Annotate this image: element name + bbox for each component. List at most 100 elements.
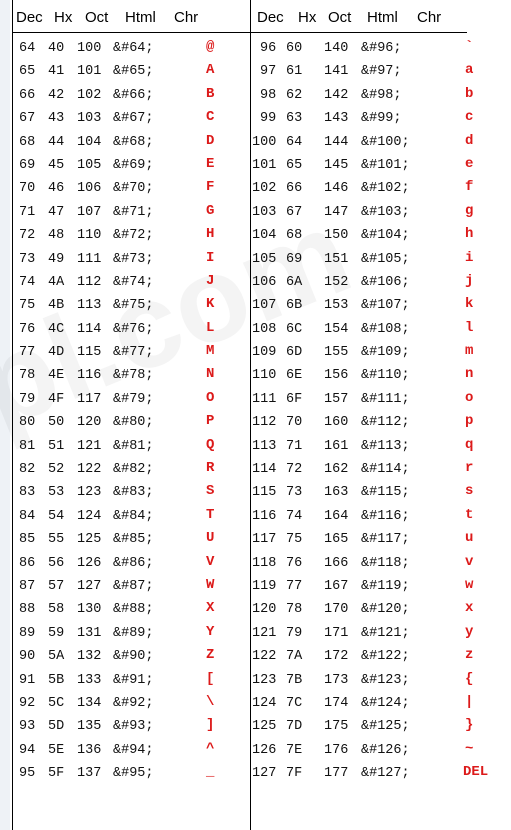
right-oct-cell: 165 bbox=[324, 532, 349, 548]
left-html-cell: &#90; bbox=[113, 649, 154, 665]
left-chr-cell: Q bbox=[206, 436, 215, 453]
right-html-cell: &#100; bbox=[361, 134, 410, 150]
left-dec-cell: 76 bbox=[19, 321, 36, 337]
left-hx-cell: 47 bbox=[48, 204, 65, 220]
left-chr-cell: W bbox=[206, 576, 215, 593]
right-hx-cell: 73 bbox=[286, 485, 303, 501]
right-html-cell: &#122; bbox=[361, 649, 410, 665]
left-oct-cell: 127 bbox=[77, 578, 102, 594]
left-html-cell: &#64; bbox=[113, 41, 154, 56]
right-chr-cell: p bbox=[465, 413, 474, 430]
right-hx-cell: 71 bbox=[286, 438, 303, 454]
right-hx-cell: 72 bbox=[286, 462, 303, 478]
right-hx-cell: 70 bbox=[286, 415, 303, 431]
left-oct-cell: 100 bbox=[77, 41, 102, 56]
left-oct-cell: 102 bbox=[77, 87, 102, 103]
left-oct-cell: 115 bbox=[77, 345, 102, 361]
right-hx-cell: 6B bbox=[286, 298, 303, 314]
right-oct-cell: 174 bbox=[324, 695, 349, 711]
right-hx-cell: 7C bbox=[286, 695, 303, 711]
right-chr-cell: s bbox=[465, 483, 474, 500]
left-oct-cell: 137 bbox=[77, 766, 102, 782]
left-chr-cell: C bbox=[206, 109, 215, 126]
left-dec-cell: 67 bbox=[19, 111, 36, 127]
header-dec-right: Dec bbox=[257, 9, 284, 26]
right-dec-cell: 118 bbox=[252, 555, 277, 571]
left-oct-cell: 106 bbox=[77, 181, 102, 197]
right-dec-cell: 98 bbox=[260, 87, 277, 103]
right-oct-cell: 141 bbox=[324, 64, 349, 80]
left-dec-cell: 87 bbox=[19, 578, 36, 594]
left-chr-cell: V bbox=[206, 553, 215, 570]
right-html-cell: &#98; bbox=[361, 87, 402, 103]
left-html-cell: &#84; bbox=[113, 508, 154, 524]
left-oct-cell: 126 bbox=[77, 555, 102, 571]
right-html-cell: &#102; bbox=[361, 181, 410, 197]
left-chr-cell: X bbox=[206, 600, 215, 617]
left-dec-cell: 84 bbox=[19, 508, 36, 524]
right-oct-cell: 156 bbox=[324, 368, 349, 384]
left-dec-cell: 90 bbox=[19, 649, 36, 665]
right-oct-cell: 152 bbox=[324, 274, 349, 290]
left-dec-cell: 72 bbox=[19, 228, 36, 244]
right-html-cell: &#121; bbox=[361, 625, 410, 641]
left-html-cell: &#66; bbox=[113, 87, 154, 103]
right-html-cell: &#126; bbox=[361, 742, 410, 758]
left-html-cell: &#70; bbox=[113, 181, 154, 197]
left-hx-cell: 41 bbox=[48, 64, 65, 80]
right-dec-cell: 116 bbox=[252, 508, 277, 524]
left-oct-cell: 121 bbox=[77, 438, 102, 454]
right-html-cell: &#120; bbox=[361, 602, 410, 618]
right-oct-cell: 176 bbox=[324, 742, 349, 758]
right-dec-cell: 107 bbox=[252, 298, 277, 314]
left-html-cell: &#94; bbox=[113, 742, 154, 758]
right-chr-cell: v bbox=[465, 553, 474, 570]
right-hx-cell: 75 bbox=[286, 532, 303, 548]
left-hx-cell: 48 bbox=[48, 228, 65, 244]
right-oct-cell: 172 bbox=[324, 649, 349, 665]
right-dec-cell: 110 bbox=[252, 368, 277, 384]
left-chr-cell: ] bbox=[206, 717, 215, 734]
left-dec-cell: 93 bbox=[19, 719, 36, 735]
left-hx-cell: 56 bbox=[48, 555, 65, 571]
left-dec-cell: 86 bbox=[19, 555, 36, 571]
right-oct-cell: 166 bbox=[324, 555, 349, 571]
right-hx-cell: 68 bbox=[286, 228, 303, 244]
right-chr-cell: ` bbox=[465, 39, 474, 55]
right-oct-cell: 173 bbox=[324, 672, 349, 688]
left-dec-cell: 89 bbox=[19, 625, 36, 641]
right-dec-cell: 101 bbox=[252, 157, 277, 173]
right-chr-cell: e bbox=[465, 155, 474, 172]
right-html-cell: &#110; bbox=[361, 368, 410, 384]
left-oct-cell: 124 bbox=[77, 508, 102, 524]
left-chr-cell: @ bbox=[206, 39, 215, 55]
left-chr-cell: [ bbox=[206, 670, 215, 687]
left-dec-cell: 82 bbox=[19, 462, 36, 478]
left-html-cell: &#93; bbox=[113, 719, 154, 735]
right-oct-cell: 147 bbox=[324, 204, 349, 220]
right-hx-cell: 6F bbox=[286, 391, 303, 407]
right-html-cell: &#123; bbox=[361, 672, 410, 688]
right-dec-cell: 119 bbox=[252, 578, 277, 594]
left-chr-cell: ^ bbox=[206, 740, 215, 757]
right-oct-cell: 171 bbox=[324, 625, 349, 641]
left-oct-cell: 113 bbox=[77, 298, 102, 314]
header-dec-left: Dec bbox=[16, 9, 43, 26]
right-dec-cell: 120 bbox=[252, 602, 277, 618]
right-html-cell: &#124; bbox=[361, 695, 410, 711]
right-hx-cell: 67 bbox=[286, 204, 303, 220]
right-html-cell: &#99; bbox=[361, 111, 402, 127]
right-oct-cell: 144 bbox=[324, 134, 349, 150]
left-hx-cell: 54 bbox=[48, 508, 65, 524]
right-hx-cell: 60 bbox=[286, 41, 303, 56]
right-chr-cell: h bbox=[465, 226, 474, 243]
right-html-cell: &#107; bbox=[361, 298, 410, 314]
right-dec-cell: 108 bbox=[252, 321, 277, 337]
left-hx-cell: 4A bbox=[48, 274, 65, 290]
left-dec-cell: 92 bbox=[19, 695, 36, 711]
left-hx-cell: 46 bbox=[48, 181, 65, 197]
left-hx-cell: 5D bbox=[48, 719, 65, 735]
right-oct-cell: 146 bbox=[324, 181, 349, 197]
right-chr-cell: a bbox=[465, 62, 474, 79]
